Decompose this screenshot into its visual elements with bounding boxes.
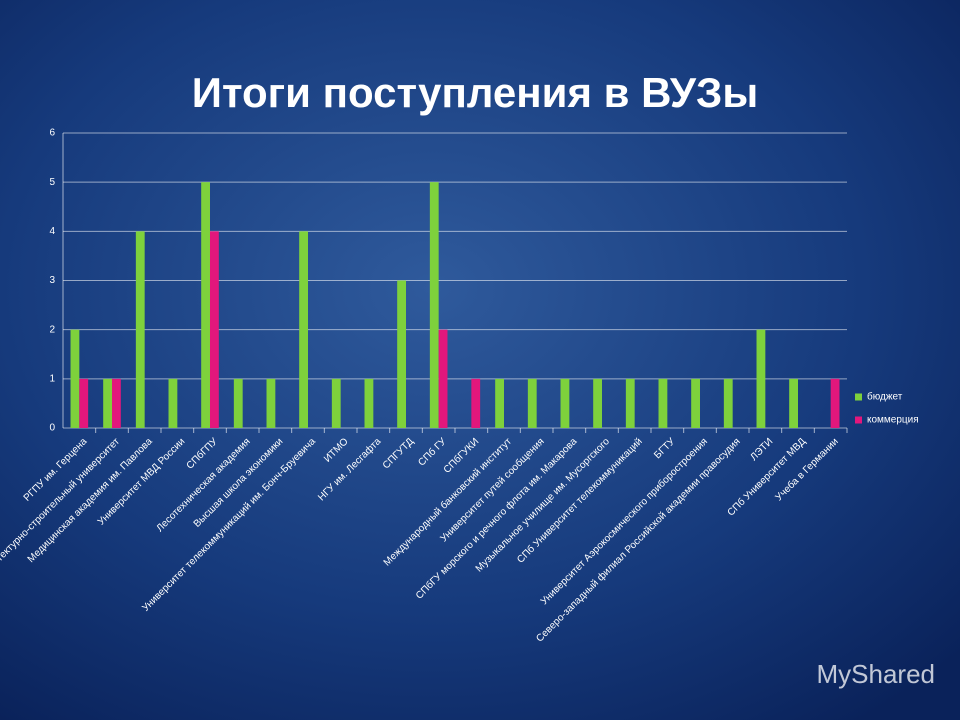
y-tick-label: 0 bbox=[49, 423, 55, 434]
bar bbox=[723, 378, 733, 428]
y-tick-label: 1 bbox=[49, 373, 55, 384]
y-tick-label: 5 bbox=[49, 177, 55, 188]
bar bbox=[79, 378, 89, 428]
bar bbox=[364, 378, 374, 428]
legend-swatch bbox=[855, 416, 862, 424]
y-tick-label: 6 bbox=[49, 128, 55, 139]
legend-label: коммерция bbox=[867, 415, 919, 426]
bar bbox=[691, 378, 700, 428]
chart-title: Итоги поступления в ВУЗы bbox=[192, 69, 758, 116]
bar bbox=[471, 378, 481, 428]
bar bbox=[527, 378, 537, 428]
legend-label: бюджет bbox=[867, 391, 903, 403]
bar bbox=[331, 378, 341, 428]
bar bbox=[830, 378, 840, 428]
bar bbox=[625, 378, 635, 428]
bar bbox=[756, 329, 766, 428]
bar bbox=[438, 329, 448, 428]
bar bbox=[210, 231, 219, 428]
bar bbox=[112, 378, 121, 428]
bar bbox=[397, 280, 406, 428]
bar bbox=[103, 378, 112, 428]
y-tick-label: 4 bbox=[49, 226, 55, 237]
y-tick-label: 2 bbox=[49, 324, 55, 335]
bar bbox=[168, 378, 178, 428]
bar bbox=[593, 378, 602, 428]
bar bbox=[135, 231, 145, 428]
bar bbox=[429, 182, 439, 428]
watermark: MyShared bbox=[817, 659, 936, 689]
bar bbox=[201, 182, 210, 428]
bar bbox=[299, 231, 308, 428]
bar bbox=[658, 378, 668, 428]
bar bbox=[233, 378, 243, 428]
y-tick-label: 3 bbox=[49, 275, 55, 286]
bar bbox=[266, 378, 276, 428]
bar bbox=[70, 329, 80, 428]
bar bbox=[789, 378, 798, 428]
bar bbox=[495, 378, 504, 428]
bar bbox=[560, 378, 570, 428]
legend-swatch bbox=[855, 393, 862, 401]
